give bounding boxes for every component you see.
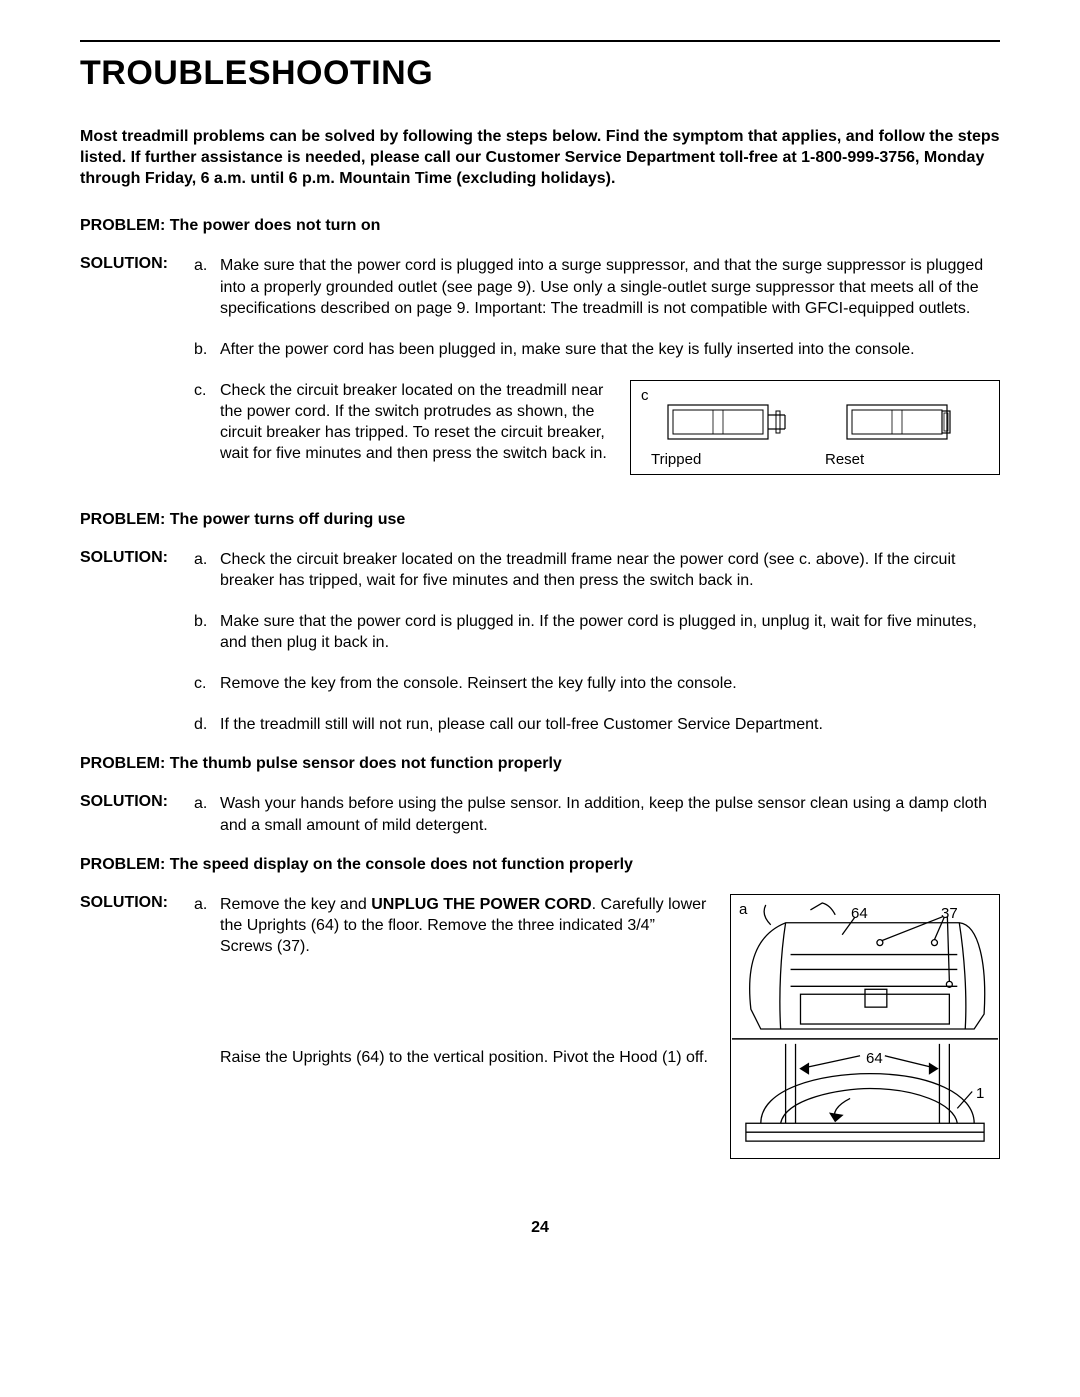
page-title: TROUBLESHOOTING	[80, 54, 1000, 93]
step-letter: c.	[194, 673, 212, 694]
step-2b: b. Make sure that the power cord is plug…	[194, 611, 1000, 653]
intro-text: Most treadmill problems can be solved by…	[80, 127, 1000, 189]
step-letter: b.	[194, 611, 212, 632]
step-4a-row: a. Remove the key and UNPLUG THE POWER C…	[194, 894, 1000, 1159]
solution-3: SOLUTION: a. Wash your hands before usin…	[80, 793, 1000, 847]
step-text: Raise the Uprights (64) to the vertical …	[220, 1047, 710, 1068]
fig-label-1: 1	[976, 1085, 984, 1102]
step-text: Check the circuit breaker located on the…	[220, 549, 1000, 591]
solution-label: SOLUTION:	[80, 793, 182, 811]
fig-label-64b: 64	[866, 1050, 883, 1067]
problem-3-title: PROBLEM: The thumb pulse sensor does not…	[80, 755, 1000, 773]
step-2a: a. Check the circuit breaker located on …	[194, 549, 1000, 591]
step-letter: a.	[194, 894, 212, 915]
step-3a: a. Wash your hands before using the puls…	[194, 793, 1000, 835]
step-1c-row: c. Check the circuit breaker located on …	[194, 380, 1000, 475]
solution-2: SOLUTION: a. Check the circuit breaker l…	[80, 549, 1000, 748]
step-letter: c.	[194, 380, 212, 401]
tripped-label: Tripped	[651, 451, 701, 468]
step-4a-second: Raise the Uprights (64) to the vertical …	[194, 1047, 710, 1068]
problem-4-title: PROBLEM: The speed display on the consol…	[80, 856, 1000, 874]
figure-treadmill: a 64 37 64 1	[730, 894, 1000, 1159]
problem-1-title: PROBLEM: The power does not turn on	[80, 217, 1000, 235]
figure-circuit-breaker: c Tripped	[630, 380, 1000, 475]
step-4a-bold: UNPLUG THE POWER CORD	[371, 896, 591, 913]
problem-2-title: PROBLEM: The power turns off during use	[80, 511, 1000, 529]
tripped-switch-icon	[663, 397, 793, 447]
solution-4: SOLUTION: a. Remove the key and UNPLUG T…	[80, 894, 1000, 1159]
step-text: After the power cord has been plugged in…	[220, 339, 1000, 360]
step-2c: c. Remove the key from the console. Rein…	[194, 673, 1000, 694]
step-letter: b.	[194, 339, 212, 360]
fig-corner-a: a	[739, 901, 747, 918]
step-text: Wash your hands before using the pulse s…	[220, 793, 1000, 835]
step-letter: a.	[194, 793, 212, 814]
solution-label: SOLUTION:	[80, 549, 182, 567]
breaker-reset: Reset	[815, 389, 989, 468]
step-text: Remove the key and UNPLUG THE POWER CORD…	[220, 894, 710, 957]
step-text: Make sure that the power cord is plugged…	[220, 255, 1000, 318]
solution-label: SOLUTION:	[80, 255, 182, 273]
step-text: Remove the key from the console. Reinser…	[220, 673, 1000, 694]
step-4a-pre: Remove the key and	[220, 896, 371, 913]
solution-label: SOLUTION:	[80, 894, 182, 912]
step-1b: b. After the power cord has been plugged…	[194, 339, 1000, 360]
step-text: Make sure that the power cord is plugged…	[220, 611, 1000, 653]
step-letter: d.	[194, 714, 212, 735]
solution-1: SOLUTION: a. Make sure that the power co…	[80, 255, 1000, 474]
reset-switch-icon	[842, 397, 962, 447]
fig-label-64a: 64	[851, 905, 868, 922]
step-text: Check the circuit breaker located on the…	[220, 380, 610, 464]
fig-label-37: 37	[941, 905, 958, 922]
top-rule	[80, 40, 1000, 42]
step-1c: c. Check the circuit breaker located on …	[194, 380, 610, 464]
step-1a: a. Make sure that the power cord is plug…	[194, 255, 1000, 318]
reset-label: Reset	[825, 451, 864, 468]
step-letter: a.	[194, 255, 212, 276]
step-2d: d. If the treadmill still will not run, …	[194, 714, 1000, 735]
step-letter: a.	[194, 549, 212, 570]
breaker-tripped: Tripped	[641, 389, 815, 468]
page-number: 24	[80, 1219, 1000, 1237]
treadmill-diagram-icon	[731, 895, 999, 1158]
step-4a: a. Remove the key and UNPLUG THE POWER C…	[194, 894, 710, 957]
step-text: If the treadmill still will not run, ple…	[220, 714, 1000, 735]
